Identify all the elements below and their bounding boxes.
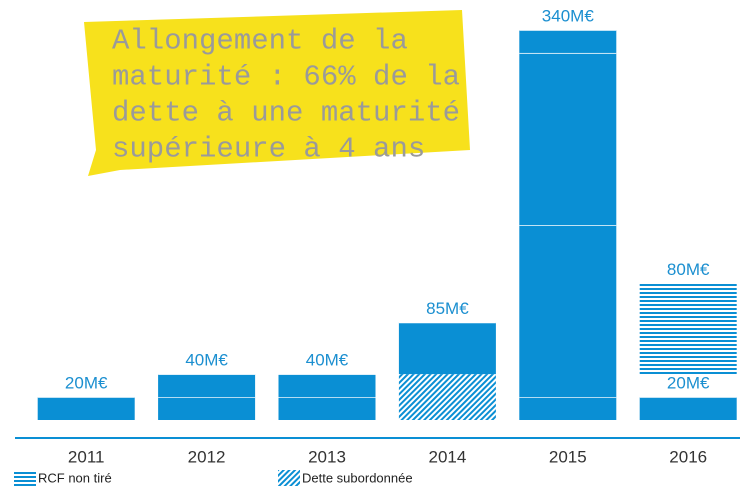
bar-segment [158, 397, 256, 420]
data-label: 340M€ [542, 6, 595, 25]
x-tick-label: 2014 [428, 447, 466, 466]
data-label: 20M€ [65, 374, 108, 393]
annotation-text: maturité : 66% de la [112, 61, 460, 94]
data-label: 40M€ [306, 351, 349, 370]
bar-segment [398, 322, 496, 375]
bar-segment [519, 52, 617, 225]
x-tick-label: 2015 [549, 447, 587, 466]
data-label: 80M€ [667, 260, 710, 279]
annotation-text: supérieure à 4 ans [112, 133, 425, 166]
bar-segment [158, 374, 256, 398]
legend-swatch [278, 470, 300, 486]
annotation-text: dette à une maturité [112, 97, 460, 130]
x-tick-label: 2016 [669, 447, 707, 466]
bar-segment [278, 397, 376, 420]
bar-segment [398, 374, 496, 420]
legend-label: Dette subordonnée [302, 470, 413, 485]
annotation-background [84, 10, 470, 176]
annotation-text: Allongement de la [112, 25, 408, 58]
x-tick-label: 2012 [188, 447, 226, 466]
legend-label: RCF non tiré [38, 470, 112, 485]
bar-segment [519, 30, 617, 53]
bar-segment [519, 397, 617, 420]
x-tick-label: 2013 [308, 447, 346, 466]
legend-swatch [14, 470, 36, 486]
data-label: 40M€ [185, 351, 228, 370]
bar-segment [278, 374, 376, 398]
x-tick-label: 2011 [68, 447, 105, 466]
bar-segment [639, 397, 737, 420]
bar-segment [37, 397, 135, 420]
data-label: 85M€ [426, 299, 469, 318]
bar-segment [639, 283, 737, 376]
bar-segment [519, 225, 617, 398]
data-label: 20M€ [667, 374, 710, 393]
